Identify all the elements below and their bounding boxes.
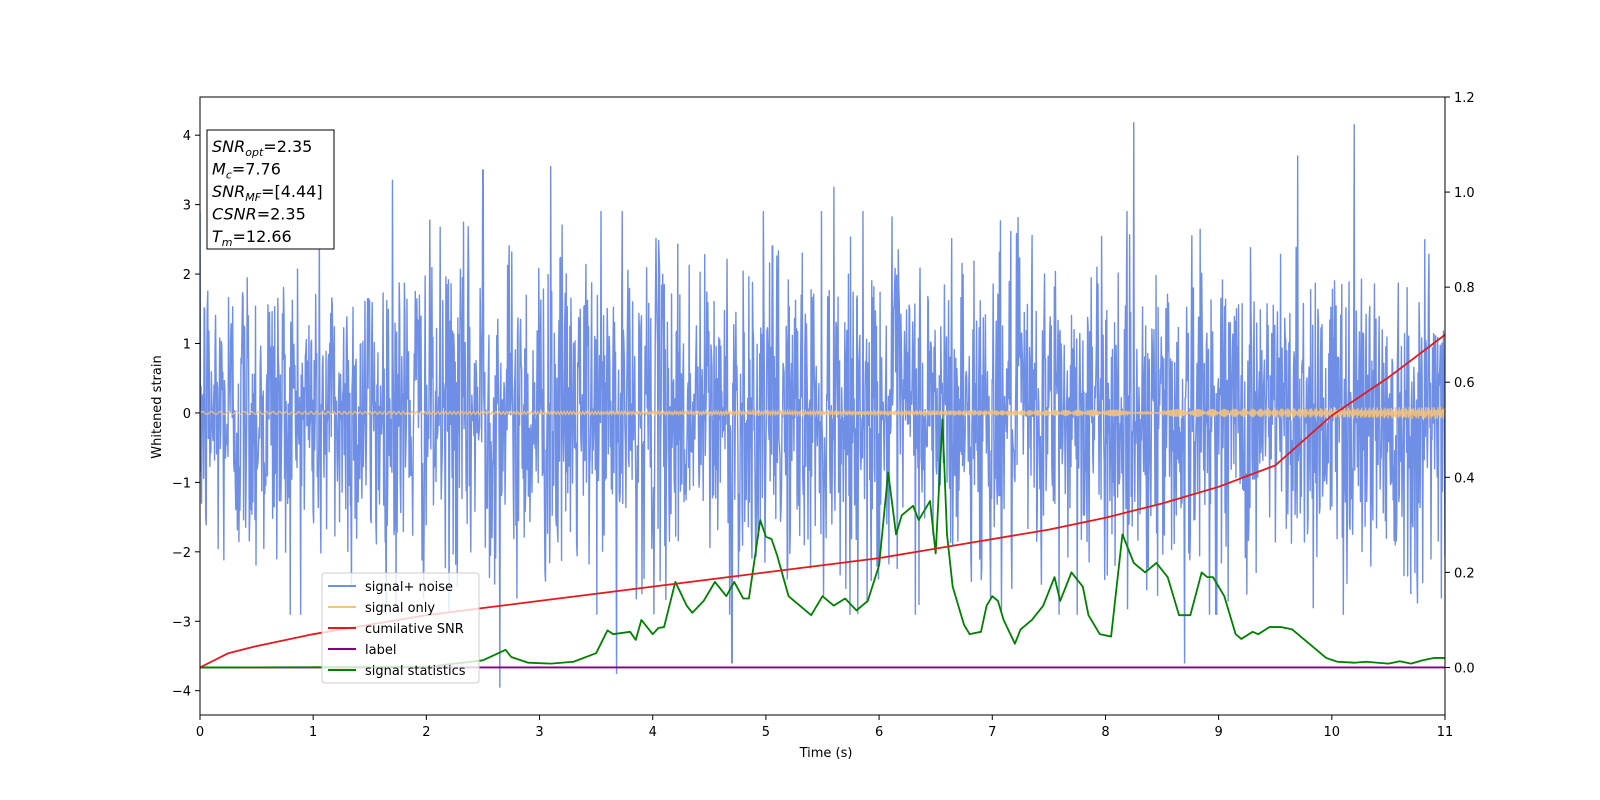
y-left-tick-label: −1: [172, 476, 191, 491]
x-tick-label: 10: [1324, 725, 1341, 740]
x-tick-label: 6: [875, 725, 883, 740]
signal-noise-line: [200, 121, 1445, 688]
annotation-line: SNRMF=[4.44]: [212, 182, 323, 204]
y-left-tick-label: 2: [183, 268, 191, 283]
plot-frame: [199, 96, 1446, 716]
annotation-line: Mc=7.76: [212, 160, 281, 182]
legend-frame: [321, 572, 480, 684]
x-tick-label: 3: [535, 725, 543, 740]
y-right-tick-label: 1.2: [1454, 91, 1475, 106]
x-tick-label: 7: [988, 725, 996, 740]
signal-only-line: [200, 406, 1445, 420]
y-right-tick-label: 1.0: [1454, 186, 1475, 201]
y-right-tick-label: 0.2: [1454, 566, 1475, 581]
legend-entry: signal statistics: [365, 664, 466, 679]
y-right-tick-label: 0.8: [1454, 281, 1475, 296]
y-left-tick-label: −3: [172, 615, 191, 630]
y-right-tick-label: 0.4: [1454, 471, 1475, 486]
y-left-tick-label: 1: [183, 338, 191, 353]
x-tick-label: 8: [1101, 725, 1109, 740]
x-tick-label: 9: [1214, 725, 1222, 740]
x-tick-label: 1: [309, 725, 317, 740]
y-axis-label: Whitened strain: [150, 355, 165, 458]
annotation-line: Tm=12.66: [212, 227, 292, 249]
annotation-frame: [206, 129, 335, 250]
y-right-tick-label: 0.0: [1454, 661, 1475, 676]
y-left-tick-label: 0: [183, 407, 191, 422]
x-tick-label: 5: [762, 725, 770, 740]
signal-statistics-line: [200, 418, 1445, 669]
legend-entry: label: [365, 643, 396, 658]
x-tick-label: 11: [1437, 725, 1454, 740]
y-left-tick-label: 4: [183, 129, 191, 144]
x-axis-label: Time (s): [799, 746, 853, 761]
y-left-tick-label: 3: [183, 199, 191, 214]
legend: signal+ noise signal only cumilative SNR la…: [321, 572, 480, 684]
y-right-tick-label: 0.6: [1454, 376, 1475, 391]
annotation-line: CSNR=2.35: [212, 205, 306, 224]
legend-entry: signal only: [365, 601, 435, 616]
legend-entry: cumilative SNR: [365, 622, 464, 637]
axes: 0 1 2 3 4 5 6 7 8 9 10 11 −4 −3 −2 −1 0 1 2 3 4 0.0 0.2 0.4 0.6 0…: [172, 91, 1475, 740]
y-left-tick-label: −4: [172, 685, 191, 700]
legend-entry: signal+ noise: [365, 580, 453, 595]
annotation-line: SNRopt=2.35: [212, 137, 312, 159]
x-tick-label: 2: [422, 725, 430, 740]
x-tick-label: 0: [196, 725, 204, 740]
y-left-tick-label: −2: [172, 546, 191, 561]
x-tick-label: 4: [649, 725, 657, 740]
